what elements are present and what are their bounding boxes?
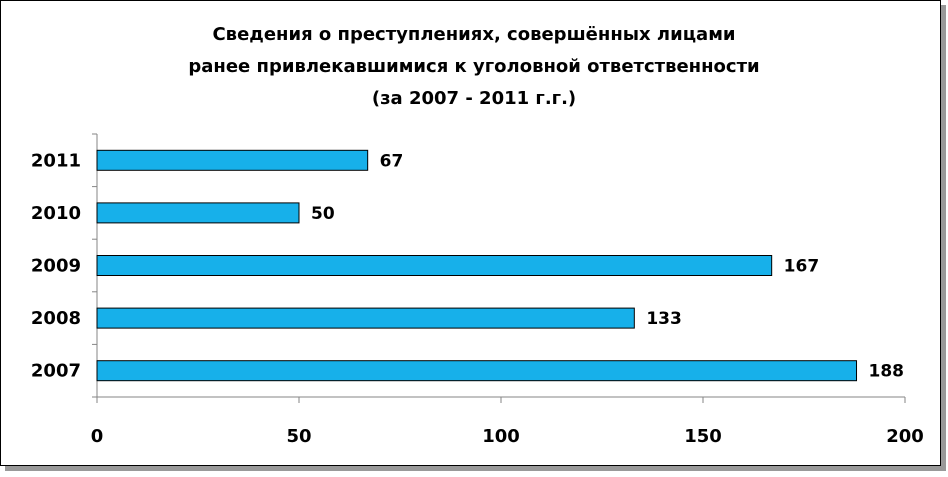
data-label: 167 — [784, 257, 820, 277]
chart-title: (за 2007 - 2011 г.г.) — [372, 88, 576, 109]
data-label: 50 — [311, 204, 335, 224]
chart-title: Сведения о преступлениях, совершённых ли… — [212, 24, 735, 45]
bar — [96, 202, 300, 224]
x-tick-label: 150 — [684, 426, 722, 447]
bar — [96, 255, 773, 276]
y-tick-label: 2010 — [31, 203, 81, 224]
y-tick-label: 2007 — [31, 361, 81, 382]
x-tick-label: 100 — [482, 426, 520, 447]
frame — [0, 0, 941, 466]
y-tick-label: 2011 — [31, 150, 81, 171]
y-tick-label: 2008 — [31, 308, 81, 329]
chart-title: ранее привлекавшимися к уголовной ответс… — [188, 56, 759, 77]
bar — [96, 360, 858, 382]
x-tick-label: 50 — [286, 426, 311, 447]
data-label: 188 — [869, 362, 905, 382]
data-label: 67 — [380, 151, 404, 171]
x-tick-label: 0 — [91, 426, 104, 447]
y-tick-label: 2009 — [31, 256, 81, 277]
x-tick-label: 200 — [886, 426, 924, 447]
bar — [96, 149, 369, 171]
data-label: 133 — [646, 309, 682, 329]
bar — [96, 307, 635, 329]
